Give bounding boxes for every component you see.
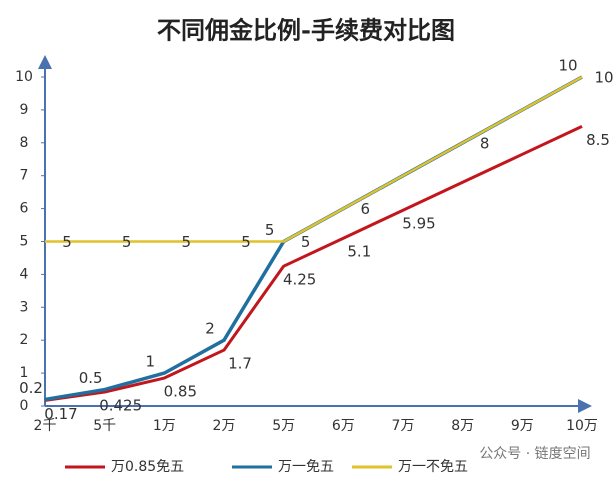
- data-label: 5: [182, 233, 192, 251]
- data-label: 0.2: [19, 379, 43, 397]
- x-tick-label: 7万: [392, 418, 415, 434]
- data-label: 5: [122, 233, 132, 251]
- y-tick-label: 9: [20, 102, 29, 118]
- x-tick-label: 5千: [93, 418, 116, 434]
- y-tick-label: 2: [20, 332, 29, 348]
- series-line: [44, 124, 583, 402]
- data-label: 1.7: [228, 355, 252, 373]
- data-label: 1: [146, 353, 156, 371]
- x-tick-label: 5万: [272, 418, 295, 434]
- legend-label: 万一不免五: [398, 459, 468, 475]
- watermark: 公众号 · 链度空间: [479, 446, 590, 462]
- x-tick-label: 8万: [451, 418, 474, 434]
- data-label: 5.1: [347, 243, 371, 261]
- x-tick-label: 1万: [153, 418, 176, 434]
- data-label: 5.95: [402, 215, 435, 233]
- data-label: 10: [594, 69, 613, 87]
- x-tick-label: 9万: [511, 418, 534, 434]
- data-label: 0.17: [44, 405, 77, 423]
- x-tick-label: 2万: [213, 418, 236, 434]
- chart-title: 不同佣金比例-手续费对比图: [157, 16, 455, 45]
- data-label: 4.25: [283, 271, 316, 289]
- legend-label: 万0.85免五: [111, 459, 184, 475]
- y-tick-label: 5: [20, 234, 29, 250]
- y-tick-label: 4: [20, 266, 29, 282]
- data-label: 5: [241, 233, 251, 251]
- data-label: 6: [361, 200, 371, 218]
- data-label: 5: [62, 233, 72, 251]
- x-tick-label: 10万: [566, 418, 598, 434]
- data-label: 10: [558, 57, 577, 75]
- x-tick-label: 6万: [332, 418, 355, 434]
- y-tick-label: 1: [20, 365, 29, 381]
- data-label: 0.425: [99, 397, 142, 415]
- data-label: 2: [205, 320, 215, 338]
- data-label: 5: [265, 221, 275, 239]
- y-tick-label: 6: [20, 201, 29, 217]
- data-label: 5: [301, 233, 311, 251]
- x-tick-label: 2千: [34, 418, 57, 434]
- data-label: 8.5: [586, 131, 610, 149]
- y-tick-label: 10: [15, 69, 33, 85]
- legend-label: 万一免五: [278, 459, 334, 475]
- y-tick-label: 0: [20, 398, 29, 414]
- data-label: 0.85: [164, 383, 197, 401]
- data-label: 0.5: [79, 369, 103, 387]
- y-tick-label: 3: [20, 299, 29, 315]
- series-line: [45, 75, 583, 243]
- y-tick-label: 7: [20, 168, 29, 184]
- y-tick-label: 8: [20, 135, 29, 151]
- data-label: 8: [480, 134, 490, 152]
